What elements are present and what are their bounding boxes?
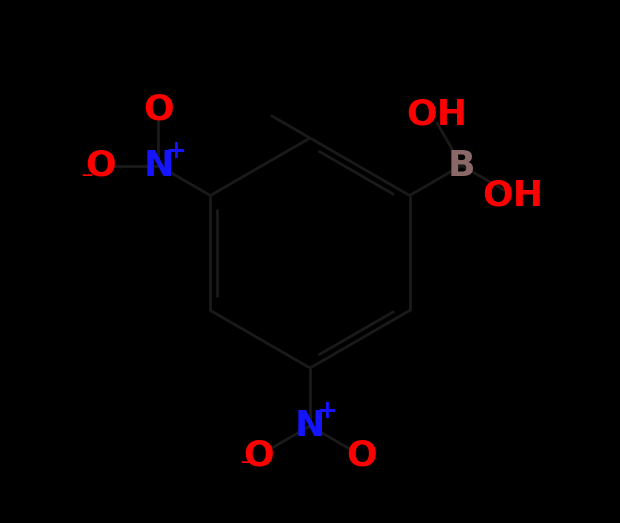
Text: ⁻: ⁻ xyxy=(240,456,253,480)
Text: O: O xyxy=(85,149,116,183)
Text: O: O xyxy=(346,438,377,472)
Text: B: B xyxy=(448,149,476,183)
Text: OH: OH xyxy=(406,97,467,131)
Text: +: + xyxy=(165,139,186,163)
Text: O: O xyxy=(243,438,274,472)
Text: OH: OH xyxy=(482,178,543,212)
Text: ⁻: ⁻ xyxy=(80,168,93,192)
Text: O: O xyxy=(143,93,174,127)
Text: +: + xyxy=(317,399,337,423)
Text: N: N xyxy=(295,409,325,443)
Text: N: N xyxy=(143,149,174,183)
